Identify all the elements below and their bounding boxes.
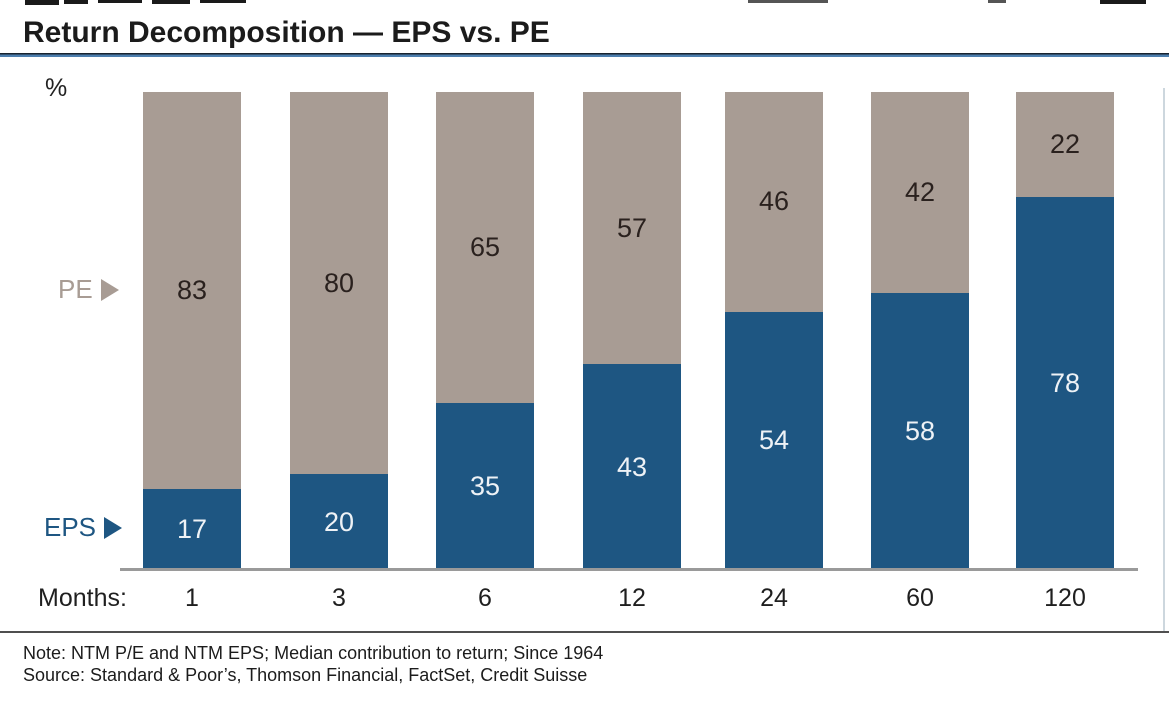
- eps-series-label: EPS: [44, 512, 97, 542]
- x-axis-title: Months:: [38, 584, 127, 612]
- clipped-text-fragment: [152, 0, 190, 4]
- eps-value-label: 43: [616, 451, 648, 482]
- right-arrow-icon: [100, 278, 119, 301]
- pe-segment: 57: [583, 92, 681, 365]
- y-axis-unit-label: %: [45, 74, 68, 102]
- x-axis-line: [120, 568, 1138, 571]
- pe-segment: 22: [1016, 92, 1114, 198]
- clipped-text-fragment: [1100, 0, 1146, 4]
- pe-value-label: 57: [616, 212, 648, 243]
- eps-segment: 78: [1016, 197, 1114, 570]
- eps-value-label: 54: [758, 425, 790, 456]
- footer-separator-line: [0, 631, 1169, 633]
- pe-value-label: 22: [1049, 129, 1081, 160]
- bar-12-months: 57 43: [583, 92, 681, 570]
- pe-series-marker: PE: [58, 274, 119, 305]
- bar-1-months: 83 17: [143, 92, 241, 570]
- eps-value-label: 20: [323, 506, 355, 537]
- pe-value-label: 42: [904, 176, 936, 207]
- bar-24-months: 46 54: [725, 92, 823, 570]
- eps-segment: 17: [143, 488, 241, 570]
- pe-value-label: 80: [323, 267, 355, 298]
- eps-segment: 35: [436, 402, 534, 570]
- pe-value-label: 65: [469, 231, 501, 262]
- month-tick-label: 60: [906, 584, 934, 612]
- eps-value-label: 17: [176, 513, 208, 544]
- right-arrow-icon: [104, 516, 123, 539]
- title-underline: [0, 53, 1169, 57]
- eps-value-label: 35: [469, 470, 501, 501]
- clipped-text-fragment: [25, 0, 59, 5]
- clipped-text-fragment: [988, 0, 1006, 3]
- bar-120-months: 22 78: [1016, 92, 1114, 570]
- month-tick-label: 12: [618, 584, 646, 612]
- eps-value-label: 78: [1049, 368, 1081, 399]
- clipped-text-fragment: [64, 0, 88, 4]
- eps-series-marker: EPS: [44, 512, 123, 543]
- month-tick-label: 6: [478, 584, 492, 612]
- eps-segment: 54: [725, 311, 823, 570]
- clipped-text-fragment: [200, 0, 246, 3]
- clipped-text-fragment: [98, 0, 142, 3]
- pe-segment: 42: [871, 92, 969, 293]
- pe-value-label: 83: [176, 274, 208, 305]
- chart-note: Note: NTM P/E and NTM EPS; Median contri…: [23, 643, 604, 663]
- month-tick-label: 120: [1044, 584, 1086, 612]
- bar-3-months: 80 20: [290, 92, 388, 570]
- pe-series-label: PE: [58, 274, 93, 304]
- pe-value-label: 46: [758, 186, 790, 217]
- page-edge-line: [1163, 88, 1165, 633]
- pe-segment: 46: [725, 92, 823, 312]
- page-title: Return Decomposition — EPS vs. PE: [23, 16, 550, 49]
- clipped-text-fragment: [748, 0, 828, 3]
- eps-value-label: 58: [904, 415, 936, 446]
- bar-6-months: 65 35: [436, 92, 534, 570]
- month-tick-label: 3: [332, 584, 346, 612]
- pe-segment: 83: [143, 92, 241, 489]
- month-tick-label: 1: [185, 584, 199, 612]
- month-tick-label: 24: [760, 584, 788, 612]
- pe-segment: 80: [290, 92, 388, 475]
- bar-60-months: 42 58: [871, 92, 969, 570]
- eps-segment: 43: [583, 364, 681, 570]
- pe-segment: 65: [436, 92, 534, 403]
- eps-segment: 58: [871, 292, 969, 570]
- eps-segment: 20: [290, 474, 388, 570]
- chart-source: Source: Standard & Poor’s, Thomson Finan…: [23, 665, 588, 685]
